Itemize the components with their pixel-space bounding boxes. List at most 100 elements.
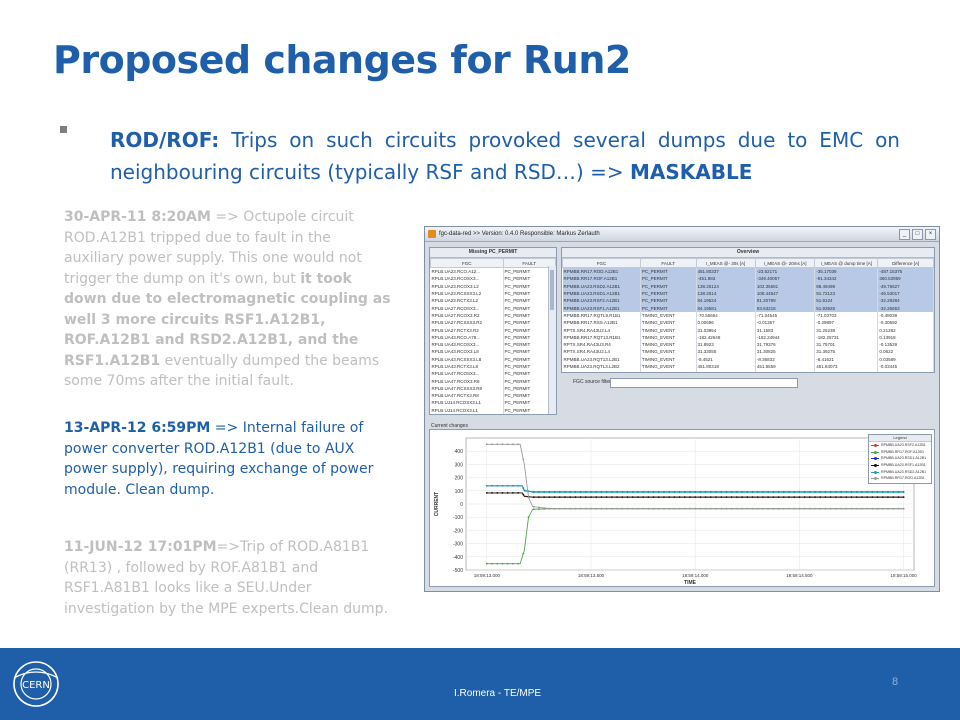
series-point — [767, 491, 770, 494]
table-row[interactable]: RPTX.SR4.RA43U3.R4 TIMING_EVENT 31.8923 31.… — [562, 340, 934, 349]
scrollbar-thumb[interactable] — [550, 270, 554, 310]
table-row[interactable]: RPMBB.UA23.RSF1.A12B1 PC_PERMIT 84.19581 83… — [562, 304, 934, 312]
series-point — [689, 491, 691, 494]
series-point — [564, 507, 566, 510]
series-point — [861, 496, 863, 499]
series-point — [902, 507, 905, 510]
table-row[interactable]: RPLB.UA27.RCOX3.R2 PC_PERMIT — [430, 311, 556, 320]
table-cell: -70.55664 — [696, 311, 756, 320]
table-cell: -0.30592 — [877, 319, 934, 327]
series-point — [845, 507, 848, 510]
series-point — [663, 491, 665, 494]
series-point — [595, 491, 598, 494]
column-header[interactable]: FAULT — [502, 258, 556, 268]
column-header[interactable]: I_MEAS @- 30s [A] — [695, 258, 756, 268]
table-row[interactable]: RPTX.SR4.RA43U2.L4 TIMING_EVENT 31.33055 31… — [562, 348, 934, 356]
column-header[interactable]: FGC — [430, 258, 504, 268]
table-cell: RPTX.SR4.RA43U2.L4 — [562, 326, 641, 334]
table-row[interactable]: RPMBB.RR17.RQT13.R1B1 TIMING_EVENT -182.42… — [562, 333, 934, 341]
table-row[interactable]: RPLB.UA23.RCTX3.L2 PC_PERMIT — [430, 297, 556, 305]
table-row[interactable]: RPLB.UA23.RCOX3.L2 PC_PERMIT — [430, 282, 556, 290]
table-row[interactable]: RPLB.UA27.RCTX3.R2 PC_PERMIT — [430, 326, 556, 334]
series-point — [871, 491, 874, 494]
table-cell: RPLB.UA43.RCTX3.L8 — [430, 362, 504, 371]
table-row[interactable]: RPMBB.UA23.RSF2.A12B1 PC_PERMIT 84.19524 81… — [562, 297, 934, 305]
series-point — [496, 562, 499, 565]
series-point — [694, 491, 697, 494]
table-row[interactable]: RPMBB.UA23.RQTL3.L2B2 TIMING_EVENT 451.803… — [562, 362, 934, 371]
series-point — [532, 505, 535, 508]
table-cell: 84.19581 — [696, 304, 756, 312]
table-row[interactable]: RPMBB.UA23.RSD2.A12B1 PC_PERMIT 138.25124 1… — [562, 282, 934, 290]
series-point — [819, 491, 822, 494]
table-row[interactable]: RPLB.UA47.RCOSX3... PC_PERMIT — [430, 370, 556, 378]
table-row[interactable]: RPMBB.UA23.RQT13.L2B1 TIMING_EVENT -8.4521… — [562, 355, 934, 363]
table-row[interactable]: RPLB.UA43.RCO.A78... PC_PERMIT — [430, 333, 556, 341]
series-point — [704, 507, 707, 510]
column-header[interactable]: Difference [A] — [877, 258, 934, 268]
table-row[interactable]: RPMBB.RR17.RQT12.R1B2TIMING_EVENT-133.53… — [562, 370, 934, 372]
table-cell: RPMBB.RR17.RSS.A12B1 — [562, 319, 641, 327]
series-point — [861, 507, 863, 510]
table-row[interactable]: RPMBB.RR17.ROF.A12B1 PC_PERMIT -451.883 -34… — [562, 275, 934, 283]
y-tick-label: 100 — [455, 489, 464, 495]
table-row[interactable]: RPLB.UJ14.RCOX3.L1 PC_PERMIT — [430, 406, 556, 414]
table-row[interactable]: RPLB.UA23.RCO.A12... PC_PERMIT — [430, 267, 556, 276]
series-point — [553, 491, 556, 494]
table-row[interactable]: RPMBB.RR17.ROD.A12B1 PC_PERMIT 451.80337 -2… — [562, 267, 934, 276]
table-row[interactable]: RPLB.UA47.RCOX3.R8 PC_PERMIT — [430, 377, 556, 385]
table-row[interactable]: RPTX.SR4.RA43U2.L4 TIMING_EVENT 31.03954 31… — [562, 326, 934, 334]
series-point — [793, 496, 796, 499]
table-row[interactable]: RPLB.UA27.RCSSX3.R2 PC_PERMIT — [430, 319, 556, 327]
table-cell: RPMBB.UA23.RSF1.A12B1 — [562, 304, 641, 312]
table-row[interactable]: RPLB.UA23.RCOSX3... PC_PERMIT — [430, 275, 556, 283]
series-point — [720, 496, 723, 499]
series-point — [569, 496, 572, 499]
footer-author: I.Romera - TE/MPE — [454, 688, 542, 699]
table-row[interactable]: RPLB.UA43.RCTX3.L8 PC_PERMIT — [430, 362, 556, 371]
table-row[interactable]: RPLB.UJ14.RCOSX3.L1 PC_PERMIT — [430, 399, 556, 407]
table-cell: 0.0622 — [877, 348, 934, 356]
column-header[interactable]: I_MEAS @- 20ms [A] — [754, 258, 816, 268]
vertical-scrollbar[interactable] — [548, 266, 556, 414]
table-row[interactable]: RPMBB.UA23.RSD1.A12B1 PC_PERMIT 138.2514 10… — [562, 289, 934, 298]
table-cell: -182.28731 — [814, 333, 879, 341]
table-row[interactable]: RPLB.UA23.RCSSX3.L2 PC_PERMIT — [430, 289, 556, 298]
series-point — [538, 496, 540, 499]
series-point — [741, 491, 743, 494]
series-point — [491, 562, 493, 565]
table-cell: -8.36833 — [755, 355, 816, 363]
series-point — [616, 491, 618, 494]
fgc-source-filter-input[interactable] — [610, 378, 798, 388]
table-row[interactable]: RPLB.UA47.RCSSX3.R8 PC_PERMIT — [430, 384, 556, 393]
legend-label: RPMBB.UA23.RSF1.A12B1 — [881, 463, 926, 468]
table-row[interactable]: RPLB.UA47.RCTX3.R8 PC_PERMIT — [430, 392, 556, 400]
table-row[interactable]: RPLB.UA43.RCOSX3... PC_PERMIT — [430, 340, 556, 349]
event-text: => Octupole circuit ROD.A12B1 tripped du… — [64, 209, 362, 287]
bullet-lead: ROD/ROF: — [110, 128, 220, 152]
table-cell: 0.13918 — [877, 333, 934, 341]
series-point — [564, 491, 566, 494]
table-row[interactable]: RPMBB.RR17.RSS.A12B1 TIMING_EVENT 0.00696-… — [562, 319, 934, 327]
table-row[interactable]: RPLB.UA43.RCOX3.L8 PC_PERMIT — [430, 348, 556, 356]
minimize-icon[interactable]: _ — [899, 229, 910, 240]
maximize-icon[interactable]: □ — [912, 229, 923, 240]
table-cell: PC_PERMIT — [640, 289, 697, 298]
column-header[interactable]: FAULT — [639, 258, 697, 268]
column-header[interactable]: I_MEAS @ dump time [A] — [814, 258, 879, 268]
table-row[interactable]: RPLB.UA27.RCOSX3... PC_PERMIT — [430, 304, 556, 312]
series-point — [610, 507, 613, 510]
event-date: 11-JUN-12 17:01PM — [64, 539, 217, 555]
column-header[interactable]: FGC — [562, 258, 641, 268]
table-row[interactable]: RPLB.UA43.RCSSX3.L8 PC_PERMIT — [430, 355, 556, 363]
series-point — [511, 492, 514, 494]
series-point — [553, 496, 556, 499]
series-point — [897, 507, 900, 510]
table-cell: TIMING_EVENT — [640, 340, 697, 349]
table-cell: -8.41621 — [814, 355, 879, 363]
series-point — [652, 507, 655, 510]
close-icon[interactable]: × — [925, 229, 936, 240]
table-row[interactable]: RPMBB.RR17.RQTL9.R1B1 TIMING_EVENT -70.556… — [562, 311, 934, 320]
table-cell: RPLB.UA23.RCO.A12... — [430, 267, 504, 276]
